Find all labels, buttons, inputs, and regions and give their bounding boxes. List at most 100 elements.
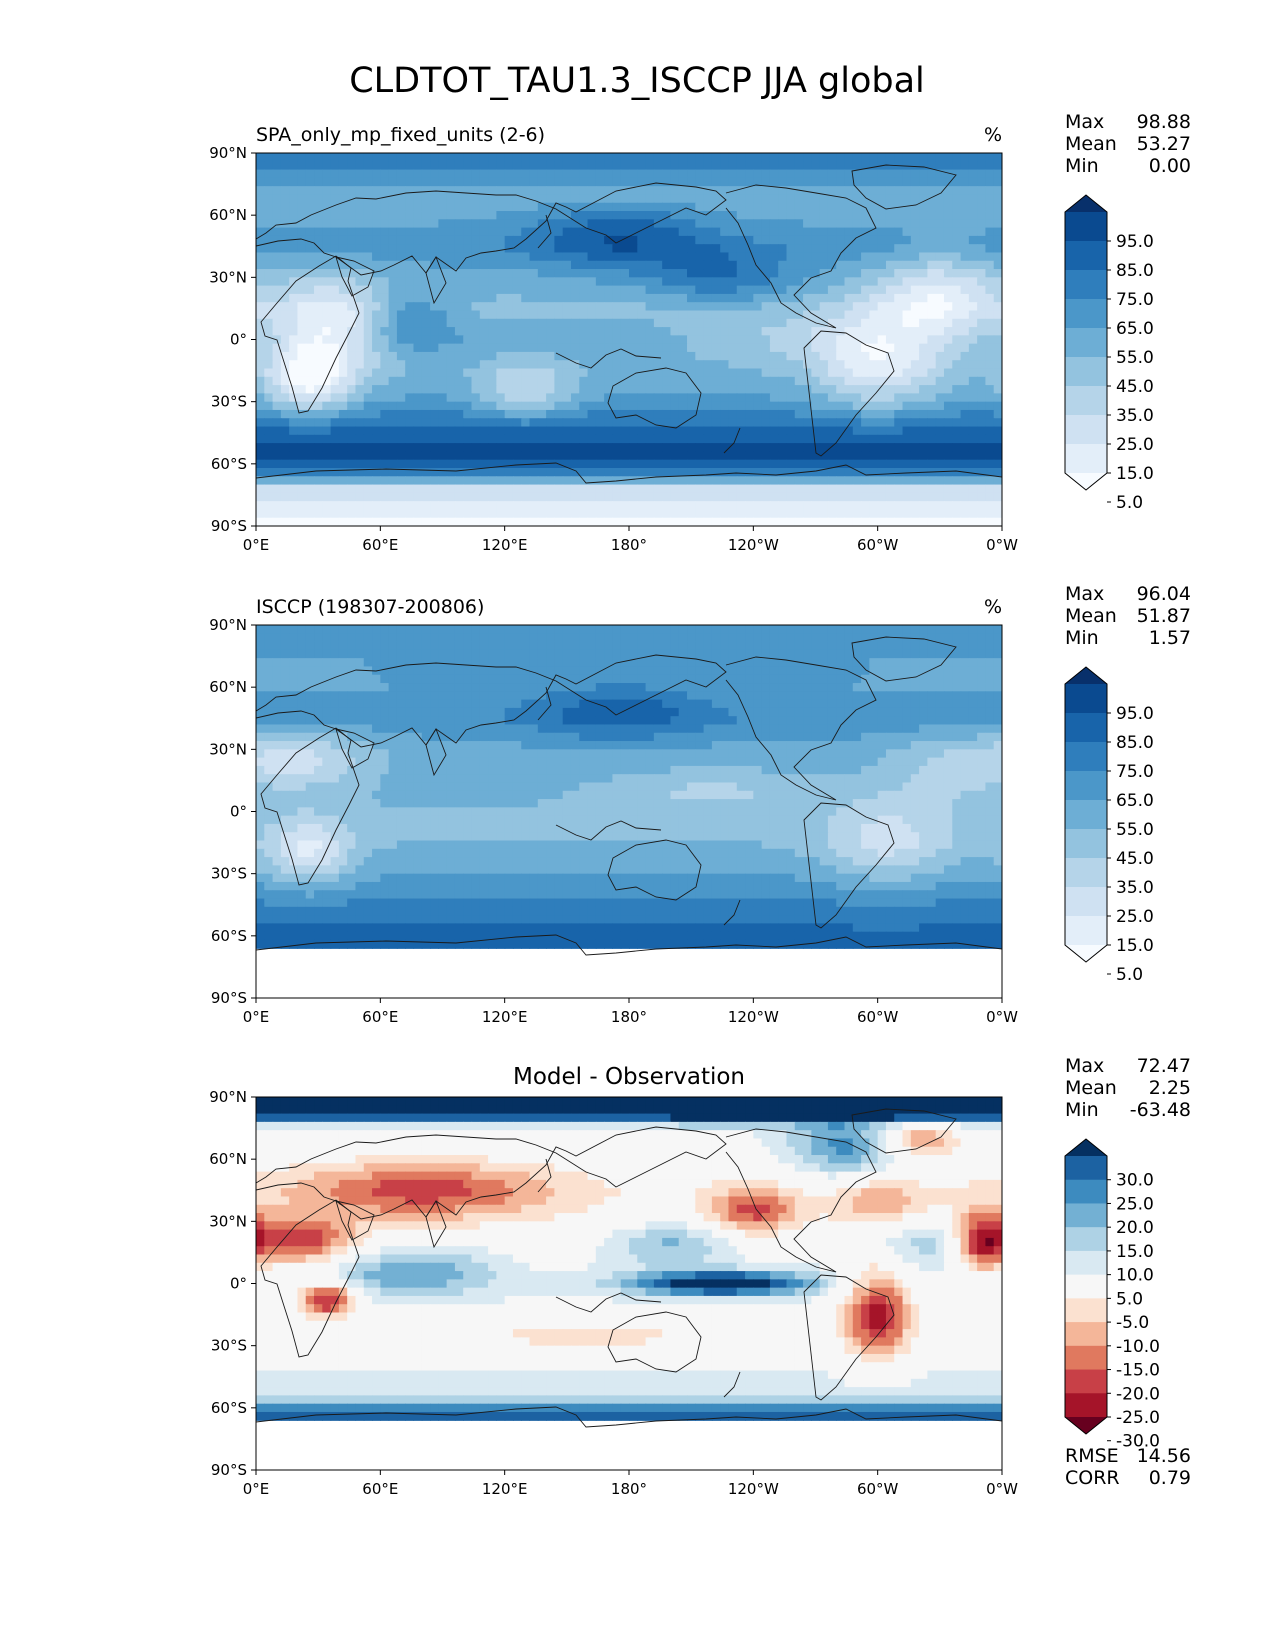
data-cell <box>405 310 415 320</box>
data-cell <box>463 376 473 386</box>
data-cell <box>413 401 423 411</box>
data-cell <box>629 277 638 287</box>
data-cell <box>529 492 539 502</box>
data-cell <box>968 310 978 320</box>
data-cell <box>488 277 497 287</box>
data-cell <box>479 186 489 196</box>
data-cell <box>380 335 390 345</box>
data-cell <box>272 393 282 403</box>
data-cell <box>587 351 597 361</box>
data-cell <box>438 409 448 419</box>
data-cell <box>338 202 348 212</box>
data-cell <box>405 434 415 444</box>
data-cell <box>653 385 663 394</box>
data-cell <box>463 691 473 701</box>
data-cell <box>396 401 406 411</box>
data-cell <box>678 459 688 469</box>
data-cell <box>612 376 622 386</box>
data-cell <box>454 451 464 461</box>
data-cell <box>885 691 895 701</box>
data-cell <box>861 509 870 519</box>
data-cell <box>836 666 846 676</box>
data-cell <box>413 269 423 278</box>
data-cell <box>769 310 779 320</box>
data-cell <box>786 202 796 212</box>
data-cell <box>297 244 307 254</box>
data-cell <box>504 277 514 287</box>
data-cell <box>264 335 274 345</box>
data-cell <box>919 318 928 328</box>
data-cell <box>885 153 895 162</box>
data-cell <box>554 501 564 511</box>
data-cell <box>827 293 837 303</box>
data-cell <box>322 484 332 494</box>
data-cell <box>496 360 506 370</box>
data-cell <box>537 252 547 262</box>
data-cell <box>380 451 390 461</box>
data-cell <box>687 177 696 187</box>
data-cell <box>396 202 406 212</box>
data-cell <box>794 227 804 237</box>
data-cell <box>388 211 398 220</box>
data-cell <box>894 310 904 320</box>
data-cell <box>562 517 572 526</box>
data-cell <box>919 641 928 651</box>
data-cell <box>877 260 887 270</box>
data-cell <box>562 293 572 303</box>
data-cell <box>803 385 812 394</box>
data-cell <box>264 443 274 452</box>
data-cell <box>330 235 340 245</box>
data-cell <box>504 169 514 179</box>
data-cell <box>736 202 746 212</box>
data-cell <box>861 277 870 287</box>
data-cell <box>305 517 315 526</box>
data-cell <box>363 501 373 511</box>
data-cell <box>761 252 771 262</box>
data-cell <box>388 194 398 204</box>
data-cell <box>968 666 978 676</box>
data-cell <box>952 476 962 486</box>
data-cell <box>811 393 821 403</box>
data-cell <box>454 244 464 254</box>
data-cell <box>372 633 381 643</box>
data-cell <box>943 343 953 353</box>
data-cell <box>753 335 763 345</box>
data-cell <box>960 302 970 312</box>
data-cell <box>919 177 928 187</box>
data-cell <box>264 285 274 295</box>
data-cell <box>861 177 870 187</box>
data-cell <box>496 269 506 278</box>
data-cell <box>952 327 962 336</box>
data-cell <box>463 501 473 511</box>
data-cell <box>388 393 398 403</box>
data-cell <box>372 509 381 519</box>
data-cell <box>297 368 307 378</box>
data-cell <box>902 691 912 701</box>
data-cell <box>355 161 365 171</box>
data-cell <box>761 683 771 692</box>
data-cell <box>753 302 763 312</box>
data-cell <box>297 169 307 179</box>
data-cell <box>943 385 953 394</box>
data-cell <box>629 633 638 643</box>
data-cell <box>280 625 290 634</box>
data-cell <box>338 327 348 336</box>
data-cell <box>579 467 589 477</box>
data-cell <box>338 459 348 469</box>
data-cell <box>836 683 846 692</box>
data-cell <box>844 277 854 287</box>
data-cell <box>421 219 431 229</box>
data-cell <box>919 252 928 262</box>
data-cell <box>960 235 970 245</box>
data-cell <box>703 335 713 345</box>
data-cell <box>396 509 406 519</box>
data-cell <box>794 177 804 187</box>
data-cell <box>579 376 589 386</box>
data-cell <box>844 683 854 692</box>
data-cell <box>413 393 423 403</box>
data-cell <box>396 418 406 428</box>
data-cell <box>388 169 398 179</box>
data-cell <box>280 418 290 428</box>
data-cell <box>670 484 680 494</box>
data-cell <box>272 368 282 378</box>
